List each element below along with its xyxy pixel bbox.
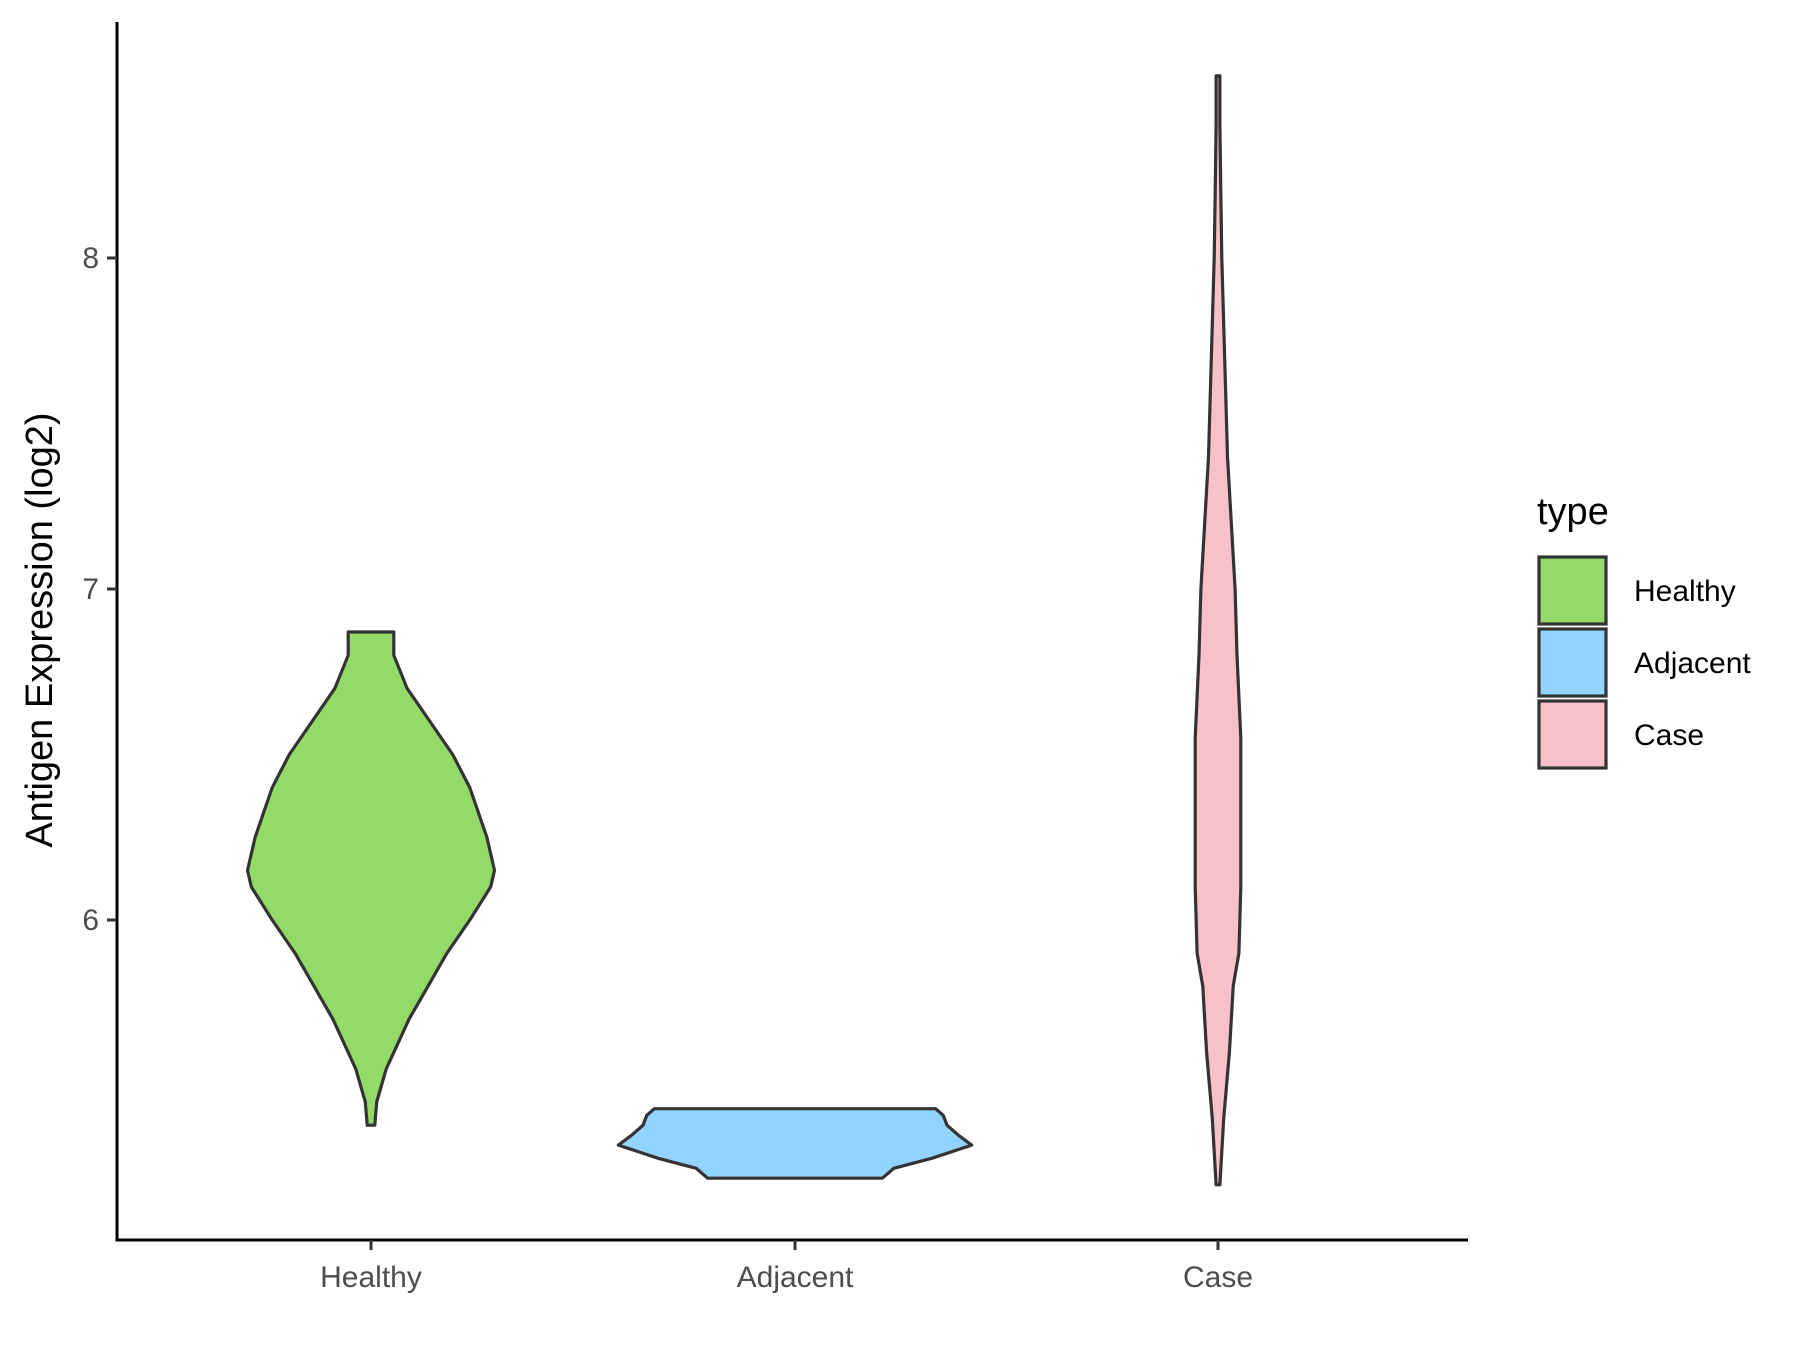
legend-key-adjacent xyxy=(1537,627,1608,698)
y-tick-label: 6 xyxy=(82,904,99,937)
x-tick-label: Case xyxy=(1183,1261,1253,1294)
legend-title: type xyxy=(1537,491,1609,533)
legend-key-healthy xyxy=(1537,555,1608,626)
legend-label-case: Case xyxy=(1634,719,1704,752)
y-tick-label: 7 xyxy=(82,573,99,606)
x-tick-label: Adjacent xyxy=(737,1261,854,1294)
y-tick-label: 8 xyxy=(82,242,99,275)
legend-key-case xyxy=(1537,699,1608,770)
violin-case xyxy=(1193,74,1243,1187)
violin-adjacent xyxy=(616,1107,974,1180)
x-tick-label: Healthy xyxy=(320,1261,422,1294)
violin-group xyxy=(245,74,1243,1187)
legend-label-adjacent: Adjacent xyxy=(1634,647,1751,680)
axes: 6 7 8 Healthy Adjacent Case Antigen Expression… xyxy=(19,22,1468,1294)
violin-healthy xyxy=(245,630,497,1127)
legend-label-healthy: Healthy xyxy=(1634,575,1736,608)
y-axis-title: Antigen Expression (log2) xyxy=(19,412,61,847)
legend: type Healthy Adjacent Case xyxy=(1537,491,1751,770)
